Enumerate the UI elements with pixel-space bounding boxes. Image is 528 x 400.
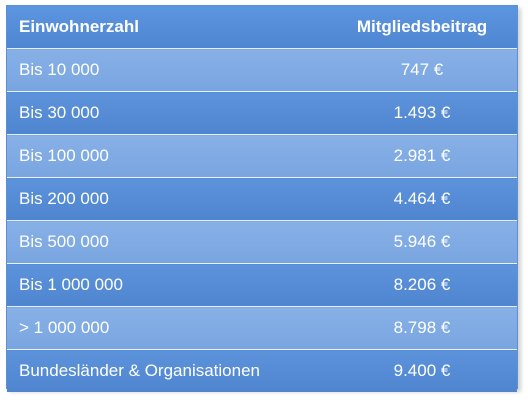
population-cell: > 1 000 000 <box>7 306 327 350</box>
population-cell: Bis 10 000 <box>7 48 327 92</box>
membership-fee-table-frame: Einwohnerzahl Mitgliedsbeitrag Bis 10 00… <box>6 5 518 392</box>
population-cell: Bis 500 000 <box>7 220 327 264</box>
fee-cell: 9.400 € <box>327 349 517 392</box>
fee-cell: 2.981 € <box>327 134 517 178</box>
population-cell: Bundesländer & Organisationen <box>7 349 327 392</box>
population-cell: Bis 1 000 000 <box>7 263 327 307</box>
population-cell: Bis 200 000 <box>7 177 327 221</box>
membership-fee-table: Einwohnerzahl Mitgliedsbeitrag Bis 10 00… <box>7 6 517 392</box>
fee-cell: 5.946 € <box>327 220 517 264</box>
population-cell: Bis 30 000 <box>7 91 327 135</box>
fee-cell: 8.798 € <box>327 306 517 350</box>
population-cell: Bis 100 000 <box>7 134 327 178</box>
table-header-row: Einwohnerzahl Mitgliedsbeitrag <box>7 6 517 49</box>
table-row: Bis 100 000 2.981 € <box>7 134 517 178</box>
fee-cell: 8.206 € <box>327 263 517 307</box>
table-row: Bundesländer & Organisationen 9.400 € <box>7 349 517 392</box>
fee-cell: 747 € <box>327 48 517 92</box>
table-row: Bis 500 000 5.946 € <box>7 220 517 264</box>
table-row: > 1 000 000 8.798 € <box>7 306 517 350</box>
table-row: Bis 200 000 4.464 € <box>7 177 517 221</box>
header-membership-fee: Mitgliedsbeitrag <box>327 6 517 49</box>
table-row: Bis 1 000 000 8.206 € <box>7 263 517 307</box>
fee-cell: 1.493 € <box>327 91 517 135</box>
table-row: Bis 10 000 747 € <box>7 48 517 92</box>
table-row: Bis 30 000 1.493 € <box>7 91 517 135</box>
header-population: Einwohnerzahl <box>7 6 327 49</box>
fee-cell: 4.464 € <box>327 177 517 221</box>
